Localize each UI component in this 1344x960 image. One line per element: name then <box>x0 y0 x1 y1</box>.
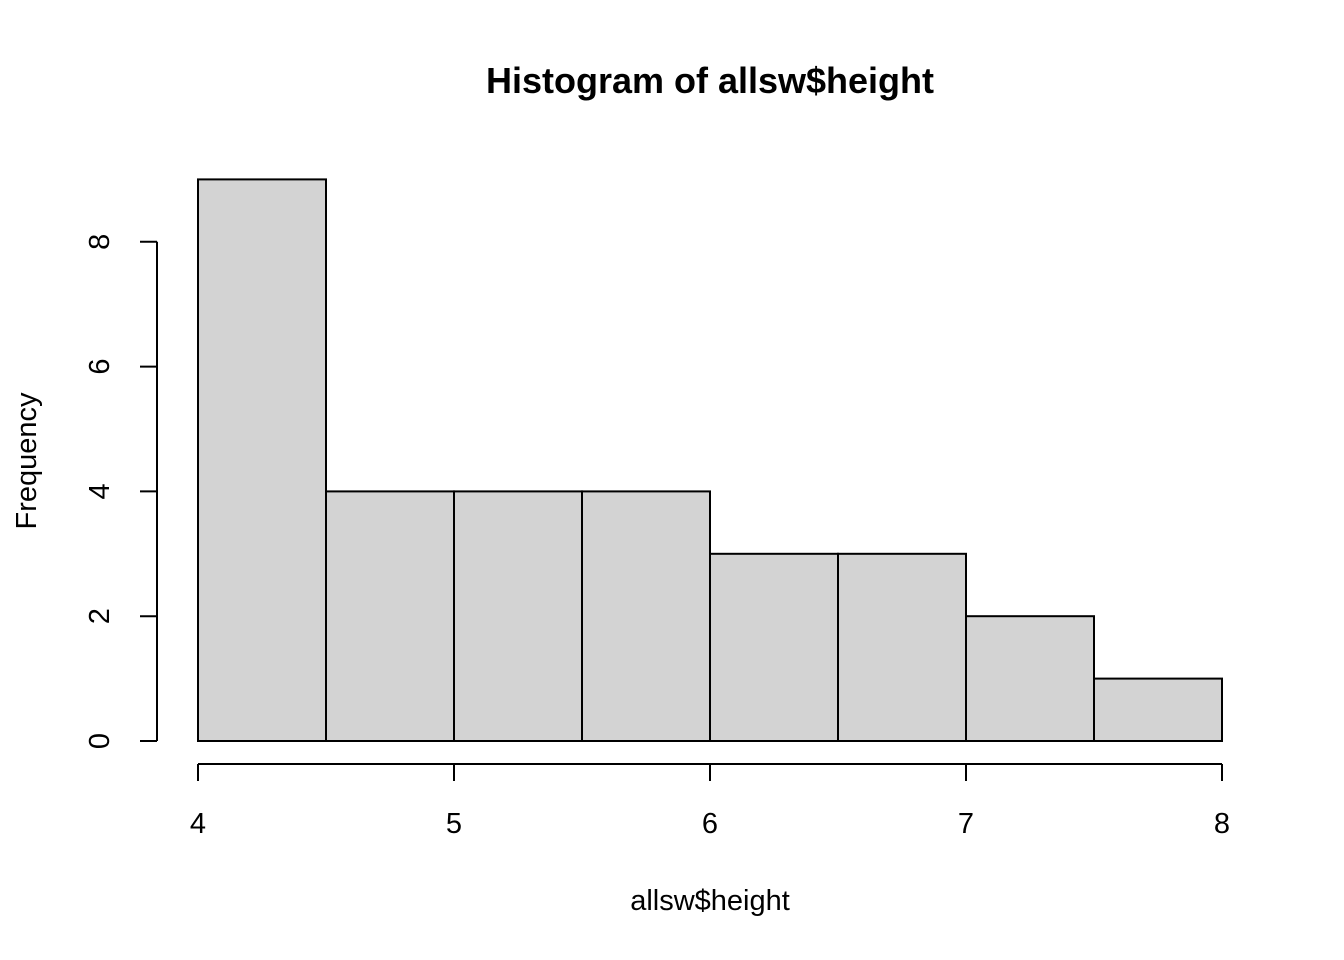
y-tick-label-4: 4 <box>84 483 116 499</box>
histogram-bar-3 <box>581 490 711 742</box>
x-tick-label-5: 5 <box>446 808 462 840</box>
y-tick-label-2: 2 <box>84 608 116 624</box>
y-tick-label-0: 0 <box>84 733 116 749</box>
histogram-bar-4 <box>709 552 839 742</box>
y-axis-label: Frequency <box>11 392 43 530</box>
bars-group <box>197 178 1223 743</box>
x-tick-label-4: 4 <box>190 808 206 840</box>
y-tick-label-8: 8 <box>84 234 116 250</box>
x-tick-label-8: 8 <box>1214 808 1230 840</box>
x-axis-label: allsw$height <box>630 885 790 917</box>
histogram-bar-0 <box>197 178 327 742</box>
chart-title: Histogram of allsw$height <box>486 60 934 101</box>
histogram-bar-5 <box>837 552 967 742</box>
x-tick-label-7: 7 <box>958 808 974 840</box>
y-tick-label-6: 6 <box>84 359 116 375</box>
y-axis: 0 2 4 6 8 <box>84 234 158 749</box>
histogram-bar-2 <box>453 490 583 742</box>
histogram-bar-1 <box>325 490 455 742</box>
histogram-bar-6 <box>965 615 1095 743</box>
x-tick-label-6: 6 <box>702 808 718 840</box>
x-axis: 4 5 6 7 8 <box>190 763 1230 840</box>
histogram-bar-7 <box>1093 677 1223 742</box>
